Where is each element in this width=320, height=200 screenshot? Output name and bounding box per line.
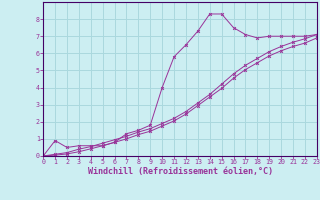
X-axis label: Windchill (Refroidissement éolien,°C): Windchill (Refroidissement éolien,°C) bbox=[87, 167, 273, 176]
